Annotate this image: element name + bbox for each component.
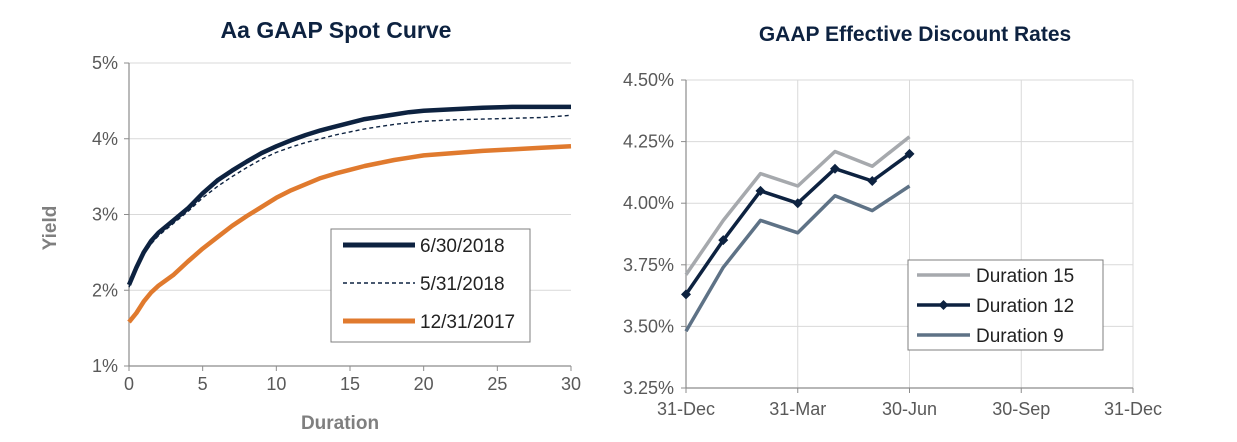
- legend-label-duration-15: Duration 15: [976, 266, 1074, 287]
- right-x-tick-labels: 31-Dec 31-Mar 30-Jun 30-Sep 31-Dec: [657, 399, 1162, 419]
- left-x-tick-label: 5: [198, 374, 208, 394]
- left-y-tick-label: 5%: [92, 53, 118, 73]
- right-y-tick-label: 3.75%: [623, 255, 674, 275]
- left-x-tick-label: 0: [124, 374, 134, 394]
- left-series-12-31-2017: [127, 144, 572, 324]
- right-marker-duration-12: [904, 148, 915, 159]
- left-x-axis-label: Duration: [301, 413, 379, 434]
- left-series-6-30-2018: [126, 104, 571, 286]
- right-x-tick-label: 31-Dec: [1104, 399, 1162, 419]
- legend-marker-duration-12: [938, 300, 949, 310]
- right-y-tick-labels: 3.25% 3.50% 3.75% 4.00% 4.25% 4.50%: [623, 70, 674, 398]
- right-marker-duration-12: [718, 235, 729, 246]
- right-legend: Duration 15 Duration 12 Duration 9: [907, 259, 1104, 351]
- left-x-tick-label: 20: [414, 374, 434, 394]
- right-chart-title: GAAP Effective Discount Rates: [759, 23, 1071, 46]
- right-y-tick-label: 3.25%: [623, 378, 674, 398]
- left-chart-title: Aa GAAP Spot Curve: [221, 17, 452, 43]
- right-y-tick-label: 4.00%: [623, 193, 674, 213]
- right-marker-duration-12: [792, 198, 803, 209]
- right-series-lines: [681, 135, 915, 333]
- right-y-tick-label: 4.50%: [623, 70, 674, 90]
- left-x-tick-label: 30: [561, 374, 581, 394]
- legend-label-duration-9: Duration 9: [976, 326, 1064, 347]
- right-x-tick-label: 31-Mar: [769, 399, 826, 419]
- right-y-tick-label: 4.25%: [623, 132, 674, 152]
- right-x-tick-label: 31-Dec: [657, 399, 715, 419]
- legend-label-5-31-2018: 5/31/2018: [420, 274, 505, 295]
- right-marker-duration-12: [755, 185, 766, 196]
- left-chart: Aa GAAP Spot Curve 1% 2% 3% 4% 5% 0 5 10 15 20 25…: [40, 17, 581, 434]
- right-chart: GAAP Effective Discount Rates 3.25% 3.50%…: [623, 23, 1162, 419]
- right-series-duration-15: [684, 135, 911, 276]
- legend-label-duration-12: Duration 12: [976, 296, 1074, 317]
- left-y-axis-label: Yield: [40, 206, 61, 251]
- right-x-tick-label: 30-Sep: [992, 399, 1050, 419]
- right-marker-duration-12: [681, 289, 691, 300]
- legend-label-6-30-2018: 6/30/2018: [420, 236, 505, 257]
- left-x-tick-label: 15: [340, 374, 360, 394]
- left-y-tick-labels: 1% 2% 3% 4% 5%: [92, 53, 118, 376]
- left-series-lines: [126, 104, 572, 324]
- left-y-tick-label: 3%: [92, 205, 118, 225]
- right-series-duration-9: [684, 184, 911, 333]
- left-axes: [124, 62, 572, 371]
- left-legend: 6/30/2018 5/31/2018 12/31/2017: [330, 228, 531, 343]
- left-y-tick-label: 2%: [92, 280, 118, 300]
- left-y-tick-label: 1%: [92, 356, 118, 376]
- left-x-tick-labels: 0 5 10 15 20 25 30: [124, 374, 581, 394]
- right-marker-duration-12: [830, 163, 840, 174]
- right-y-tick-label: 3.50%: [623, 316, 674, 336]
- right-axes: [681, 79, 1134, 393]
- left-y-tick-label: 4%: [92, 129, 118, 149]
- left-x-tick-label: 25: [487, 374, 507, 394]
- right-marker-duration-12: [867, 176, 878, 187]
- legend-label-12-31-2017: 12/31/2017: [420, 312, 515, 333]
- left-x-tick-label: 10: [266, 374, 286, 394]
- right-x-tick-label: 30-Jun: [882, 399, 937, 419]
